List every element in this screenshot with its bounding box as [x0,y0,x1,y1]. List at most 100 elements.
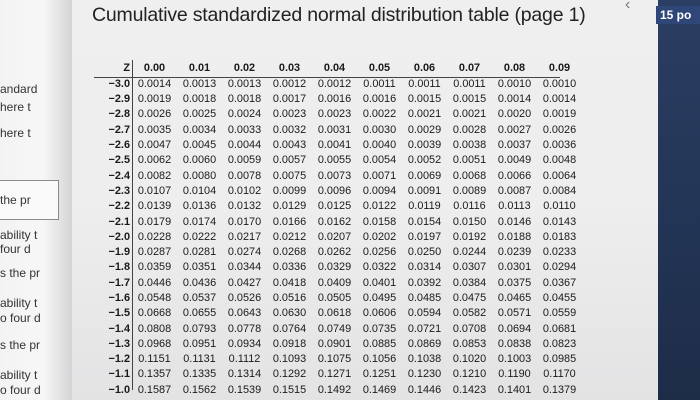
probability-cell: 0.0571 [497,307,532,320]
left-page-line: four d [0,242,31,256]
probability-cell: 0.0116 [453,200,486,213]
probability-cell: 0.0150 [452,215,487,228]
z-value-cell: −2.1 [108,215,131,228]
probability-cell: 0.0125 [317,200,352,213]
probability-cell: 0.0643 [227,307,262,320]
probability-cell: 0.0039 [407,139,442,152]
probability-cell: 0.0030 [362,123,397,136]
probability-cell: 0.0436 [182,276,217,289]
probability-cell: 0.0104 [182,184,217,197]
close-icon[interactable]: ‹ [625,0,631,13]
probability-cell: 0.0068 [452,169,487,182]
probability-cell: 0.0025 [182,108,217,121]
probability-cell: 0.0158 [362,215,397,228]
probability-cell: 0.0274 [227,246,262,259]
left-page-line: andard [0,82,38,96]
probability-cell: 0.0013 [227,77,262,90]
probability-cell: 0.0034 [182,123,217,136]
probability-cell: 0.0281 [182,246,217,259]
probability-cell: 0.0202 [362,230,397,243]
z-value-cell: −2.3 [108,184,131,197]
probability-cell: 0.0446 [137,276,172,289]
probability-cell: 0.0029 [407,123,442,136]
probability-cell: 0.0655 [182,307,217,320]
table-row: −2.9 0.0019 0.0018 0.0018 0.0017 0.0016 0.0016… [92,92,582,107]
probability-cell: 0.0082 [137,169,172,182]
left-page-fragment: andard here t here t the pr ability t fo… [0,0,72,400]
probability-cell: 0.0014 [542,93,577,106]
probability-cell: 0.0012 [317,77,352,90]
probability-cell: 0.1230 [407,368,442,381]
probability-cell: 0.0036 [542,139,577,152]
probability-cell: 0.0040 [362,139,397,152]
table-row: −1.3 0.0968 0.0951 0.0934 0.0918 0.0901 0.0885… [92,337,582,352]
probability-cell: 0.0918 [272,337,307,350]
probability-cell: 0.0011 [408,77,441,90]
probability-cell: 0.0951 [182,337,217,350]
probability-cell: 0.0049 [497,154,532,167]
probability-cell: 0.0013 [182,77,217,90]
right-panel: 15 po [656,0,700,400]
probability-cell: 0.0099 [272,184,307,197]
left-page-line: ability t [0,296,38,310]
probability-cell: 0.0019 [137,93,172,106]
probability-cell: 0.0041 [317,139,352,152]
z-value-cell: −1.5 [108,307,131,320]
column-header: 0.09 [548,61,571,74]
probability-cell: 0.0078 [227,169,262,182]
column-header: 0.04 [323,61,346,74]
probability-cell: 0.0069 [407,169,442,182]
probability-cell: 0.0606 [362,307,397,320]
z-value-cell: −2.9 [108,93,131,106]
column-header: 0.07 [458,61,481,74]
probability-cell: 0.0170 [227,215,262,228]
probability-cell: 0.0351 [182,261,217,274]
probability-cell: 0.0516 [272,292,307,304]
z-value-cell: −1.2 [108,353,131,366]
left-page-box: the pr [0,180,59,220]
table-row: −2.3 0.0107 0.0104 0.0102 0.0099 0.0096 0.0094… [92,184,582,199]
table-row: −2.0 0.0228 0.0222 0.0217 0.0212 0.0207 0.0202… [92,230,582,245]
probability-cell: 0.0268 [272,246,307,259]
probability-cell: 0.1446 [407,383,442,396]
table-row: −1.4 0.0808 0.0793 0.0778 0.0764 0.0749 0.0735… [92,322,582,337]
probability-cell: 0.0885 [362,337,397,350]
probability-cell: 0.0043 [272,139,307,152]
left-page-line: here t [0,100,31,114]
probability-cell: 0.1587 [137,383,172,396]
probability-cell: 0.0010 [497,77,532,90]
probability-cell: 0.0011 [363,77,396,90]
probability-cell: 0.0239 [497,246,532,259]
z-value-cell: −1.7 [108,276,131,289]
probability-cell: 0.0968 [137,337,172,350]
probability-cell: 0.1469 [362,383,397,396]
probability-cell: 0.0018 [227,93,262,106]
probability-cell: 0.0294 [542,261,577,274]
probability-cell: 0.0301 [497,261,532,274]
probability-cell: 0.0094 [362,184,397,197]
z-value-cell: −1.8 [108,261,131,274]
probability-cell: 0.1314 [227,368,262,381]
table-row: −2.5 0.0062 0.0060 0.0059 0.0057 0.0055 0.0054… [92,153,582,168]
table-row: −1.0 0.1587 0.1562 0.1539 0.1515 0.1492 0.1469… [92,383,582,398]
probability-cell: 0.0179 [137,215,172,228]
probability-cell: 0.0055 [317,154,352,167]
probability-cell: 0.0228 [137,230,172,243]
probability-cell: 0.0071 [362,169,397,182]
probability-cell: 0.0455 [542,292,577,304]
probability-cell: 0.0838 [497,337,532,350]
probability-cell: 0.0091 [407,184,442,197]
probability-cell: 0.1401 [497,383,532,396]
probability-cell: 0.1112 [228,353,261,366]
probability-cell: 0.0033 [227,123,262,136]
probability-cell: 0.0024 [227,108,262,121]
probability-cell: 0.1539 [227,383,262,396]
probability-cell: 0.0630 [272,307,307,320]
probability-cell: 0.1003 [497,353,532,366]
left-page-line: ability t [0,368,38,382]
probability-cell: 0.0059 [227,154,262,167]
probability-cell: 0.0026 [542,123,577,136]
probability-cell: 0.1210 [452,368,487,381]
z-value-cell: −2.6 [108,139,131,152]
column-header: 0.03 [278,61,301,74]
